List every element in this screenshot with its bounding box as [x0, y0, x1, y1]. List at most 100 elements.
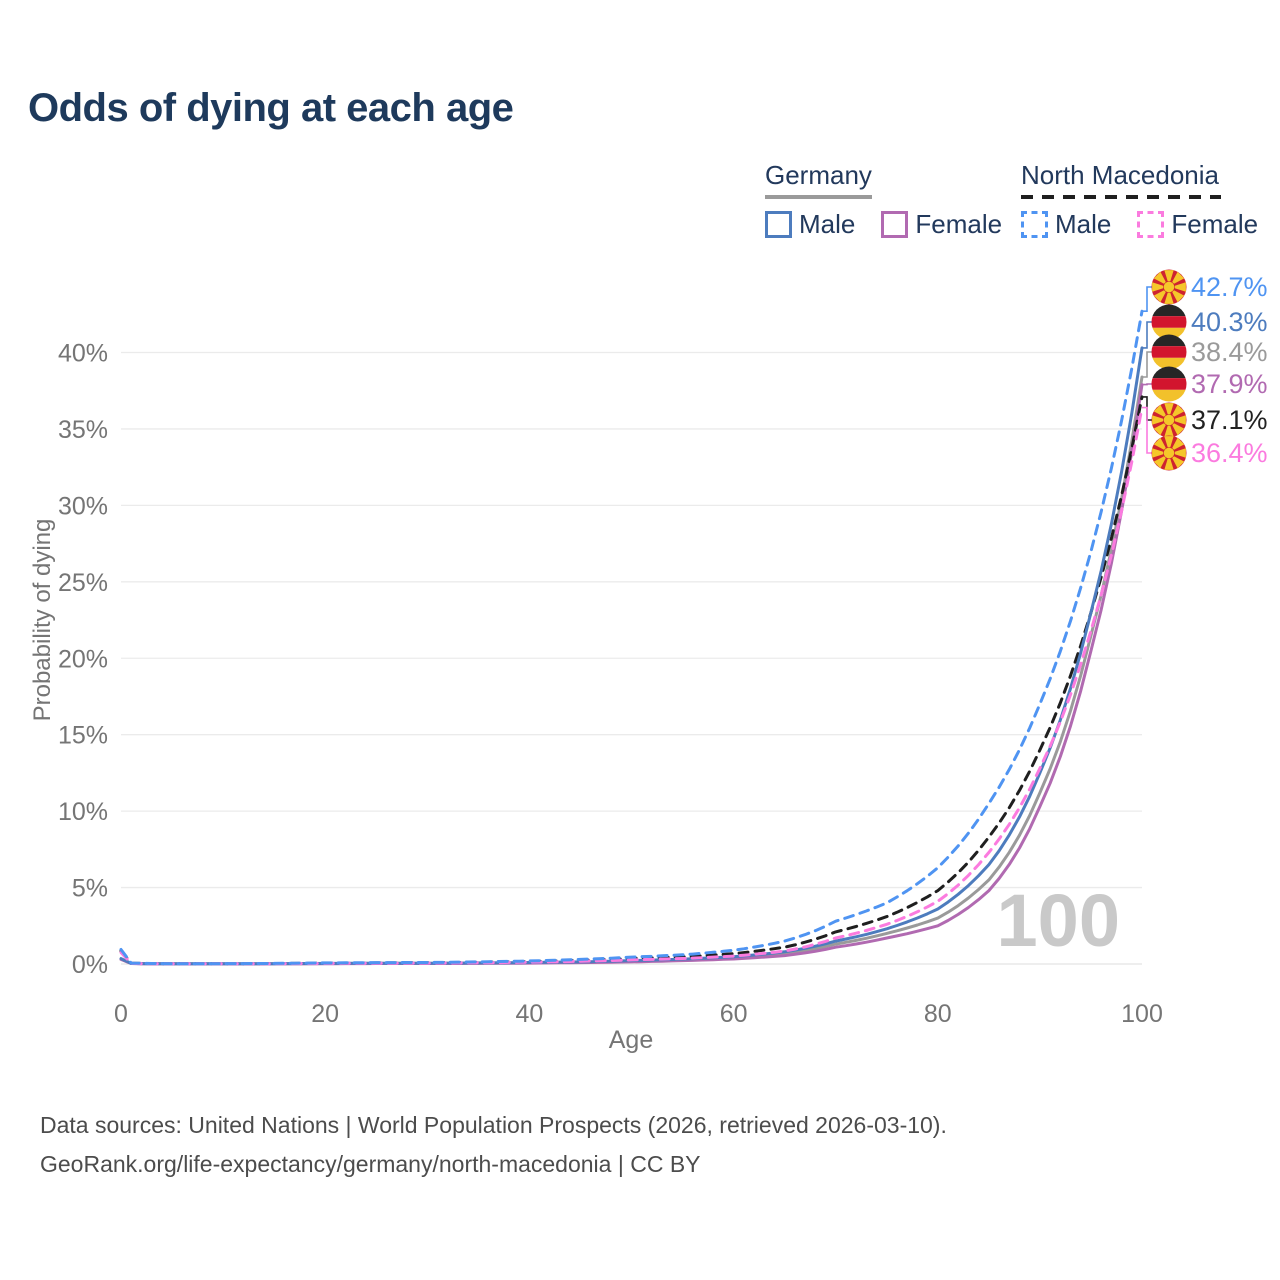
- flag-sun-ray: [1152, 448, 1164, 458]
- end-value-label: 36.4%: [1191, 438, 1268, 468]
- flag-sun-ray: [1153, 271, 1166, 284]
- x-tick-label: 100: [1121, 1000, 1163, 1028]
- y-tick-label: 5%: [72, 875, 108, 903]
- flag-sun-ray: [1164, 458, 1174, 470]
- legend-item-germany-male[interactable]: Male: [765, 209, 855, 240]
- legend-item-north-macedonia-female[interactable]: Female: [1137, 209, 1258, 240]
- flag-sun-ray: [1174, 415, 1186, 425]
- end-value-label: 40.3%: [1191, 307, 1268, 337]
- flag-sun-ray: [1172, 290, 1185, 303]
- legend-item-label: Male: [1055, 209, 1112, 239]
- flag-sun-disk: [1163, 414, 1175, 426]
- legend-country-germany: Germany: [765, 160, 872, 190]
- x-tick-label: 60: [720, 1000, 748, 1028]
- legend-country-north-macedonia: North Macedonia: [1021, 160, 1219, 190]
- end-value-label: 37.1%: [1191, 405, 1268, 435]
- flag-sun-ray: [1153, 404, 1166, 417]
- flag-sun-ray: [1172, 456, 1185, 469]
- y-tick-label: 15%: [58, 722, 108, 750]
- footer-data-sources: Data sources: United Nations | World Pop…: [40, 1112, 947, 1138]
- legend-item-label: Male: [799, 209, 856, 239]
- end-label-connector: [1142, 321, 1152, 349]
- end-label-connector: [1142, 406, 1152, 454]
- germany-flag-icon: [1151, 334, 1187, 370]
- flag-sun-ray: [1172, 437, 1185, 450]
- flag-band-red: [1151, 378, 1187, 390]
- series-line-germany-female[interactable]: [119, 383, 1144, 966]
- y-tick-label: 35%: [58, 416, 108, 444]
- flag-band-gold: [1151, 389, 1187, 402]
- flag-sun-ray: [1164, 403, 1174, 415]
- legend-item-germany-female[interactable]: Female: [881, 209, 1002, 240]
- x-tick-label: 20: [311, 1000, 339, 1028]
- x-tick-label: 0: [114, 1000, 128, 1028]
- flag-band-black: [1151, 304, 1187, 317]
- flag-sun-ray: [1153, 290, 1166, 303]
- end-value-label: 42.7%: [1191, 272, 1268, 302]
- legend-item-label: Female: [1171, 209, 1259, 239]
- footer-attribution: GeoRank.org/life-expectancy/germany/nort…: [40, 1151, 701, 1177]
- y-tick-label: 40%: [58, 340, 108, 368]
- y-tick-label: 30%: [58, 492, 108, 520]
- dashed-line-swatch-icon: [1021, 211, 1048, 238]
- y-tick-label: 0%: [72, 951, 108, 979]
- x-axis-title: Age: [608, 1026, 654, 1054]
- flag-sun-ray: [1152, 282, 1164, 292]
- flag-sun-ray: [1172, 404, 1185, 417]
- germany-flag-icon: [1151, 366, 1187, 402]
- germany-flag-icon: [1151, 304, 1187, 340]
- series-line-germany-both-sexes[interactable]: [119, 375, 1144, 966]
- y-tick-label: 20%: [58, 645, 108, 673]
- flag-band-black: [1151, 366, 1187, 379]
- y-tick-label: 10%: [58, 798, 108, 826]
- flag-sun-ray: [1174, 282, 1186, 292]
- flag-band-gold: [1151, 357, 1187, 370]
- flag-sun-ray: [1164, 270, 1174, 282]
- north-macedonia-flag-icon: [1151, 269, 1187, 305]
- end-label-connector: [1142, 351, 1152, 378]
- legend-group-germany: Germany Male Female: [765, 160, 1028, 240]
- series-line-germany-male[interactable]: [119, 346, 1144, 966]
- flag-sun-disk: [1163, 281, 1175, 293]
- end-value-label: 37.9%: [1191, 369, 1268, 399]
- end-label-connector: [1142, 383, 1152, 386]
- north-macedonia-flag-icon: [1151, 435, 1187, 471]
- flag-sun-ray: [1164, 436, 1174, 448]
- flag-sun-ray: [1174, 448, 1186, 458]
- flag-sun-ray: [1153, 456, 1166, 469]
- flag-sun-ray: [1153, 423, 1166, 436]
- flag-band-red: [1151, 346, 1187, 358]
- north-macedonia-flag-icon: [1151, 402, 1187, 438]
- flag-band-black: [1151, 334, 1187, 347]
- solid-line-swatch-icon: [765, 211, 792, 238]
- x-tick-label: 40: [515, 1000, 543, 1028]
- flag-sun-ray: [1164, 292, 1174, 304]
- flag-sun-disk: [1163, 447, 1175, 459]
- legend-items-germany: Male Female: [765, 209, 1028, 240]
- solid-line-swatch-icon: [881, 211, 909, 238]
- y-tick-label: 25%: [58, 569, 108, 597]
- north-macedonia-line-swatch: [1021, 195, 1221, 199]
- flag-sun-ray: [1152, 415, 1164, 425]
- flag-band-gold: [1151, 327, 1187, 340]
- age-watermark: 100: [996, 879, 1120, 962]
- legend-item-north-macedonia-male[interactable]: Male: [1021, 209, 1111, 240]
- flag-sun-ray: [1172, 271, 1185, 284]
- end-label-connector: [1142, 286, 1152, 312]
- flag-sun-ray: [1172, 423, 1185, 436]
- flag-sun-ray: [1153, 437, 1166, 450]
- legend-item-label: Female: [915, 209, 1003, 239]
- germany-line-swatch: [765, 195, 872, 199]
- end-value-label: 38.4%: [1191, 337, 1268, 367]
- footer: Data sources: United Nations | World Pop…: [40, 1106, 947, 1184]
- legend-group-north-macedonia: North Macedonia Male Female: [1021, 160, 1280, 240]
- flag-band-red: [1151, 316, 1187, 328]
- legend-items-north-macedonia: Male Female: [1021, 209, 1280, 240]
- series-line-north-macedonia-male[interactable]: [119, 309, 1144, 966]
- x-tick-label: 80: [924, 1000, 952, 1028]
- page-title: Odds of dying at each age: [28, 86, 514, 130]
- flag-sun-ray: [1164, 425, 1174, 437]
- dashed-line-swatch-icon: [1137, 211, 1165, 238]
